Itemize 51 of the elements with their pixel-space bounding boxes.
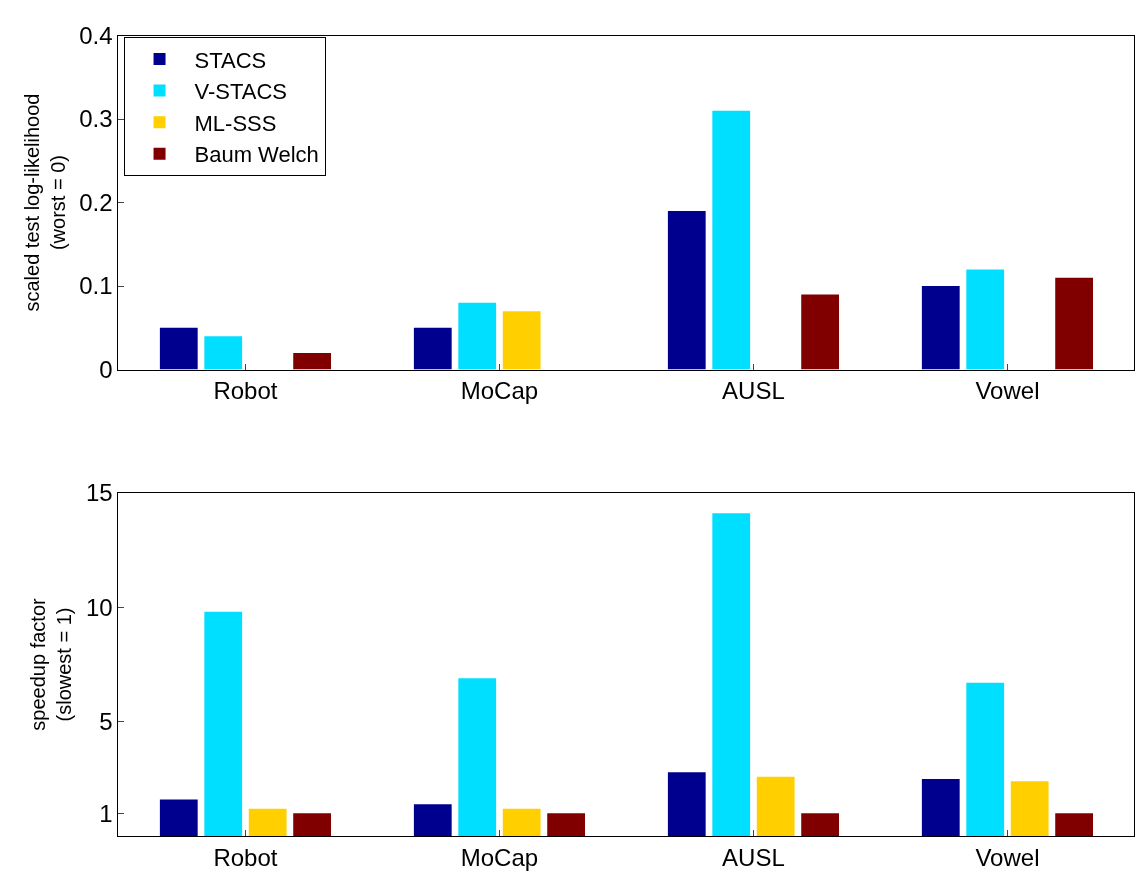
bar (248, 808, 287, 837)
x-tick-label: Vowel (975, 844, 1040, 872)
bar (712, 110, 751, 370)
y-tick-label: 10 (85, 593, 113, 621)
x-tick-label: Robot (213, 844, 278, 872)
bar (712, 513, 751, 837)
bar (667, 210, 706, 370)
bar (458, 678, 497, 837)
legend-label: ML-SSS (194, 110, 277, 136)
bar (293, 813, 332, 837)
y-tick-label: 5 (99, 708, 113, 736)
y-tick-label: 0.1 (79, 272, 113, 300)
bar (413, 804, 452, 837)
bar (966, 682, 1005, 837)
bar (801, 294, 840, 370)
bar (921, 286, 960, 370)
x-tick-label: MoCap (460, 377, 539, 405)
y-tick-label: 0.3 (79, 105, 113, 133)
bar (502, 808, 541, 837)
y-tick-label: 0.2 (79, 188, 113, 216)
y-axis-title: speedup factor (slowest = 1) (27, 598, 76, 731)
bar (667, 772, 706, 837)
legend-label: Baum Welch (194, 142, 319, 168)
bar (756, 776, 795, 837)
bar (502, 311, 541, 370)
bar (1055, 813, 1094, 837)
y-tick-label: 15 (85, 479, 113, 507)
bar (159, 799, 198, 837)
bar (966, 269, 1005, 370)
x-tick-label: AUSL (722, 844, 785, 872)
legend-label: V-STACS (194, 79, 288, 105)
bar (801, 813, 840, 837)
x-tick-label: AUSL (722, 377, 785, 405)
y-axis-title: scaled test log-likelihood (worst = 0) (20, 93, 69, 312)
bar (547, 813, 586, 837)
bar (204, 611, 243, 837)
bar (1010, 781, 1049, 837)
bar (458, 302, 497, 370)
x-tick-label: MoCap (460, 844, 539, 872)
y-tick-label: 1 (99, 799, 113, 827)
bar (1055, 277, 1094, 370)
legend-label: STACS (194, 47, 267, 73)
bar (204, 336, 243, 370)
bar (413, 327, 452, 370)
bar (921, 779, 960, 837)
y-tick-label: 0.4 (79, 21, 113, 49)
x-tick-label: Vowel (975, 377, 1040, 405)
bar (293, 352, 332, 370)
bar (159, 327, 198, 370)
y-tick-label: 0 (99, 355, 113, 383)
x-tick-label: Robot (213, 377, 278, 405)
